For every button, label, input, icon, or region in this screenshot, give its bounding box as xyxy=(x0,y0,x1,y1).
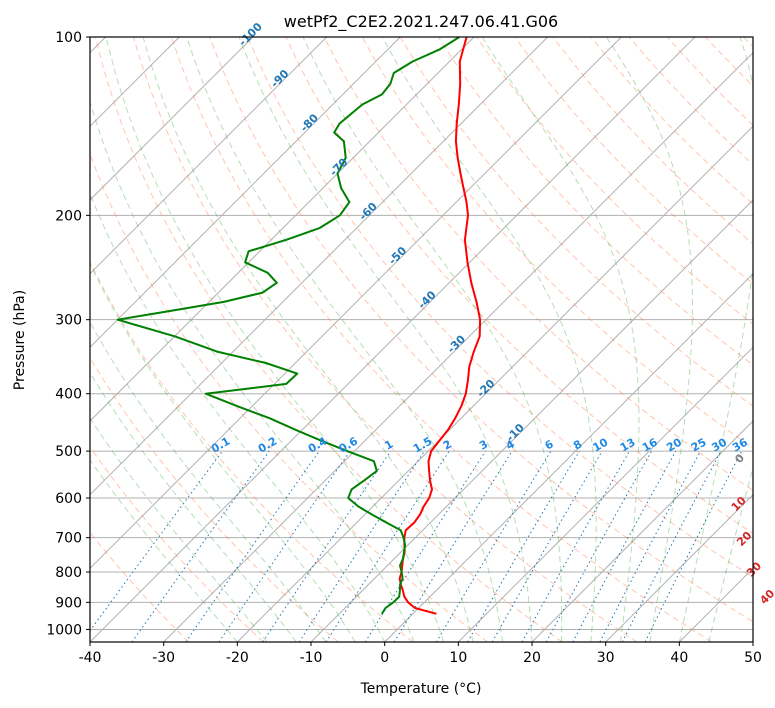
dry-adiabat xyxy=(132,37,638,642)
isotherm-10 xyxy=(457,346,753,642)
moist-adiabat xyxy=(90,417,268,642)
dry-adiabat xyxy=(247,37,753,578)
isotherm--50 xyxy=(90,37,622,570)
x-tick-label: -20 xyxy=(226,650,249,666)
moist-adiabat xyxy=(142,37,474,642)
x-tick-label: 30 xyxy=(597,650,615,666)
isotherm-50 xyxy=(752,641,753,642)
dry-adiabat xyxy=(323,37,753,491)
x-tick-label: 20 xyxy=(523,650,541,666)
series-group xyxy=(116,37,482,615)
plot-area xyxy=(90,37,753,642)
mixing-ratio-line xyxy=(467,450,580,642)
moist-adiabat xyxy=(302,37,563,642)
x-tick-label: -40 xyxy=(79,650,102,666)
isotherm--20 xyxy=(236,125,753,642)
moist-adiabat xyxy=(90,459,238,642)
chart-title: wetPf2_C2E2.2021.247.06.41.G06 xyxy=(284,12,558,32)
axes: -40 -30 -20 -10 0 10 20 30 40 50 100 200 300 400 500 60… xyxy=(46,30,762,666)
mixing-ratio-line xyxy=(393,450,513,642)
dry-adiabat xyxy=(514,37,753,285)
y-tick-label: 900 xyxy=(55,595,82,611)
y-axis-label: Pressure (hPa) xyxy=(12,290,28,390)
x-tick-label: 50 xyxy=(744,650,762,666)
isotherm--30 xyxy=(163,51,753,642)
mixing-ratio-line xyxy=(262,450,392,642)
mixing-ratio-line xyxy=(599,450,701,642)
moist-adiabat xyxy=(238,37,533,642)
isotherm--80 xyxy=(90,37,401,349)
y-tick-label: 300 xyxy=(55,313,82,329)
x-tick-label: 40 xyxy=(670,650,688,666)
moist-adiabat xyxy=(606,37,693,642)
x-tick-label: 10 xyxy=(449,650,467,666)
temperature-profile xyxy=(398,37,482,615)
dry-adiabat xyxy=(94,37,563,642)
isotherm-0 xyxy=(384,272,753,642)
x-tick-label: -10 xyxy=(300,650,323,666)
moist-adiabat xyxy=(481,37,640,642)
mixing-ratio-line xyxy=(435,450,552,642)
dewpoint-profile xyxy=(116,37,460,615)
dry-adiabat xyxy=(90,260,414,642)
dry-adiabat xyxy=(209,37,753,623)
mixing-ratio-line xyxy=(298,450,425,642)
dry-adiabat xyxy=(171,37,712,642)
y-tick-label: 100 xyxy=(55,30,82,46)
isotherm--90 xyxy=(90,37,328,275)
dry-adiabat xyxy=(476,37,753,325)
isotherm-20 xyxy=(531,420,753,642)
moist-adiabat xyxy=(90,321,327,642)
dry-adiabat xyxy=(90,446,264,642)
mixing-ratio-line xyxy=(325,450,450,642)
isotherm--100 xyxy=(90,37,254,201)
moist-adiabat xyxy=(90,99,415,642)
y-tick-label: 600 xyxy=(55,491,82,507)
mixing-ratio-line xyxy=(218,450,351,642)
x-tick-label: 0 xyxy=(380,650,389,666)
y-tick-label: 1000 xyxy=(46,622,82,638)
moist-adiabat xyxy=(678,37,753,642)
y-tick-label: 200 xyxy=(55,208,82,224)
isotherm--60 xyxy=(90,37,549,496)
moist-adiabat xyxy=(708,465,753,642)
plot-frame xyxy=(89,36,754,643)
moist-adiabat xyxy=(105,37,445,642)
y-tick-label: 500 xyxy=(55,444,82,460)
moist-adiabat xyxy=(90,262,356,642)
isotherm--40 xyxy=(90,37,696,642)
dry-adiabat xyxy=(285,37,753,535)
mixing-ratio-line xyxy=(185,450,320,642)
isotherm--70 xyxy=(90,37,475,422)
y-tick-label: 700 xyxy=(55,531,82,547)
isotherm-30 xyxy=(605,493,753,642)
mixing-ratio-line xyxy=(364,450,486,642)
y-tick-label: 800 xyxy=(55,565,82,581)
background-lines xyxy=(90,37,753,642)
y-tick-label: 400 xyxy=(55,387,82,403)
moist-adiabat xyxy=(90,192,386,642)
moist-adiabat xyxy=(90,371,297,642)
x-tick-label: -30 xyxy=(152,650,175,666)
dry-adiabat-label: 40 xyxy=(757,587,775,607)
x-axis-label: Temperature (°C) xyxy=(360,681,482,697)
isotherm--10 xyxy=(310,199,753,642)
moist-adiabat xyxy=(381,37,597,642)
mixing-ratio-line xyxy=(572,450,677,642)
moist-adiabat xyxy=(186,37,503,642)
